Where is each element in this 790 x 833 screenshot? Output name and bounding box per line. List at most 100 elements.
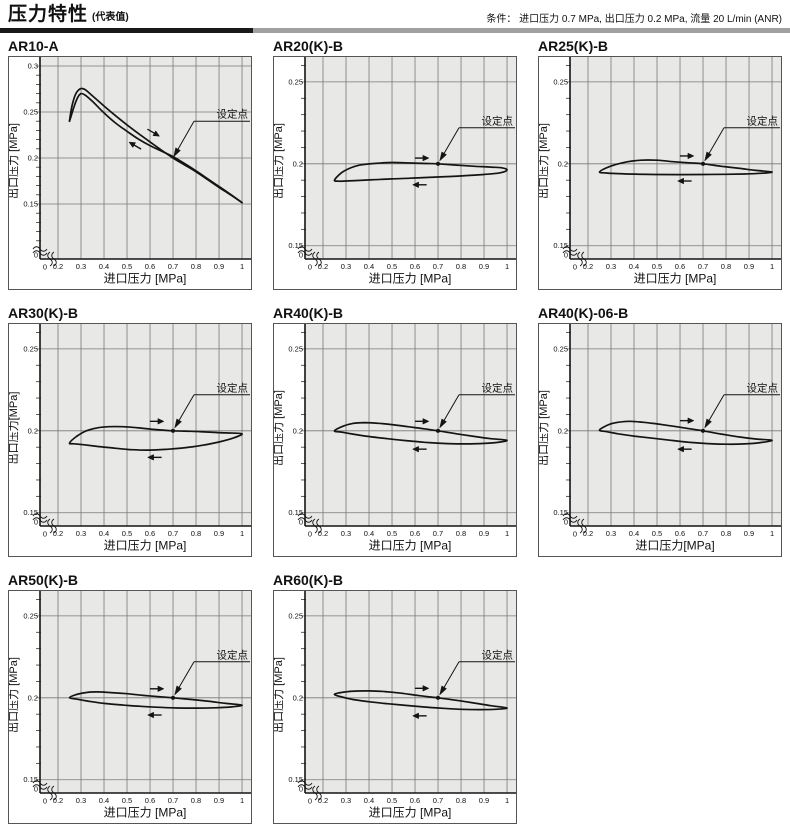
- x-tick-label: 1: [505, 796, 509, 805]
- x-tick-label: 0.4: [99, 262, 109, 271]
- y-axis-title: 出口压力 [MPa]: [538, 390, 550, 466]
- set-point-label: 设定点: [482, 114, 514, 127]
- hysteresis-curves: [68, 691, 243, 709]
- y-tick-label: 0.25: [288, 344, 303, 353]
- chart-border: [273, 323, 517, 557]
- chart-title: AR20(K)-B: [273, 38, 343, 54]
- x-origin-label: 0: [308, 263, 312, 272]
- y-tick-label: 0.25: [23, 611, 38, 620]
- plot-area: [40, 591, 251, 793]
- x-tick-label: 1: [240, 796, 244, 805]
- axes: [39, 324, 251, 527]
- x-tick-label: 1: [770, 262, 774, 271]
- x-tick-label: 0.3: [76, 796, 86, 805]
- chart-panel-AR25(K)-B: AR25(K)-B 设定点 0.2 0.3 0.4 0.5 0.6 0.7 0.8 0.9 1 0.2…: [538, 39, 782, 290]
- x-tick-label: 1: [505, 262, 509, 271]
- x-tick-label: 0.4: [99, 796, 109, 805]
- x-tick-label: 0.7: [698, 529, 708, 538]
- chart-title: AR40(K)-B: [273, 305, 343, 321]
- axes: [304, 324, 516, 527]
- y-tick-label: 0.15: [288, 508, 303, 517]
- x-tick-label: 0.6: [675, 262, 685, 271]
- leader-arrowhead-icon: [704, 418, 712, 429]
- chart-border: [538, 323, 782, 557]
- plot-area: [305, 57, 516, 259]
- set-point-leader: [173, 120, 250, 158]
- leader-arrowhead-icon: [174, 418, 182, 429]
- curve-滞回曲线: [333, 161, 508, 183]
- x-axis-title: 进口压力 [MPa]: [634, 272, 717, 286]
- arrow-return-icon: [147, 711, 154, 719]
- tick-labels: 0.2 0.3 0.4 0.5 0.6 0.7 0.8 0.9 1 0.3 0.25 0.2 0.15 0…: [23, 62, 244, 272]
- set-point-dot: [435, 695, 441, 700]
- set-point-label: 设定点: [747, 114, 779, 127]
- y-tick-label: 0.25: [553, 77, 568, 86]
- arrow-forward-icon: [422, 685, 430, 692]
- y-tick-label: 0.15: [553, 241, 568, 250]
- y-tick-label: 0.25: [288, 77, 303, 86]
- y-origin-label: 0: [564, 251, 568, 260]
- curve-减压特性: [68, 92, 243, 204]
- x-tick-label: 0.2: [318, 529, 328, 538]
- hysteresis-curves: [68, 425, 243, 451]
- hysteresis-curves: [598, 420, 773, 446]
- arrow-forward-icon: [152, 130, 161, 137]
- x-tick-label: 1: [240, 529, 244, 538]
- charts-grid: AR10-A 设定点 0.2 0.3 0.4 0.5 0.6 0.7 0.8 0.9 1 0.3 0.2…: [0, 33, 790, 824]
- x-tick-label: 0.8: [191, 529, 201, 538]
- x-tick-label: 0.2: [53, 529, 63, 538]
- x-tick-label: 1: [770, 529, 774, 538]
- y-axis-title: 出口压力[MPa]: [8, 392, 20, 465]
- curve-滞回曲线: [598, 159, 773, 176]
- x-axis-title: 进口压力 [MPa]: [369, 272, 452, 286]
- leader-arrowhead-icon: [173, 147, 181, 158]
- x-tick-label: 0.2: [53, 262, 63, 271]
- y-tick-label: 0.15: [23, 199, 38, 208]
- x-tick-label: 0.2: [583, 529, 593, 538]
- x-tick-label: 0.4: [99, 529, 109, 538]
- x-origin-label: 0: [43, 530, 47, 539]
- chart-border: [8, 56, 252, 290]
- x-tick-label: 0.4: [364, 262, 374, 271]
- y-origin-label: 0: [34, 518, 38, 527]
- leader-arrowhead-icon: [439, 418, 447, 429]
- x-tick-label: 0.3: [76, 529, 86, 538]
- set-point-label: 设定点: [217, 108, 249, 121]
- x-tick-label: 0.2: [318, 262, 328, 271]
- arrow-return-icon: [677, 177, 684, 185]
- x-tick-label: 0.5: [122, 529, 132, 538]
- y-axis-title: 出口压力 [MPa]: [273, 657, 285, 733]
- axis-break-marks: [562, 246, 587, 267]
- x-origin-label: 0: [573, 530, 577, 539]
- direction-arrows: [677, 152, 695, 185]
- x-tick-label: 0.9: [214, 529, 224, 538]
- set-point-dot: [700, 161, 706, 166]
- y-axis-title: 出口压力 [MPa]: [8, 123, 20, 199]
- direction-arrows: [412, 685, 430, 720]
- y-origin-label: 0: [564, 518, 568, 527]
- gridlines: [301, 591, 516, 793]
- axes: [39, 591, 251, 794]
- x-tick-label: 0.9: [479, 262, 489, 271]
- arrow-forward-icon: [422, 418, 430, 425]
- x-tick-label: 0.6: [675, 529, 685, 538]
- plot-area: [305, 324, 516, 526]
- axes: [304, 57, 516, 260]
- header-rule-dark-segment: [0, 28, 253, 33]
- x-tick-label: 0.9: [214, 262, 224, 271]
- y-tick-label: 0.15: [288, 775, 303, 784]
- x-tick-label: 0.4: [364, 796, 374, 805]
- set-point-dot: [700, 428, 706, 433]
- x-tick-label: 0.4: [629, 529, 639, 538]
- set-point-label: 设定点: [747, 381, 779, 394]
- x-tick-label: 0.8: [191, 262, 201, 271]
- y-origin-label: 0: [299, 785, 303, 794]
- curve-滞回曲线: [333, 690, 508, 711]
